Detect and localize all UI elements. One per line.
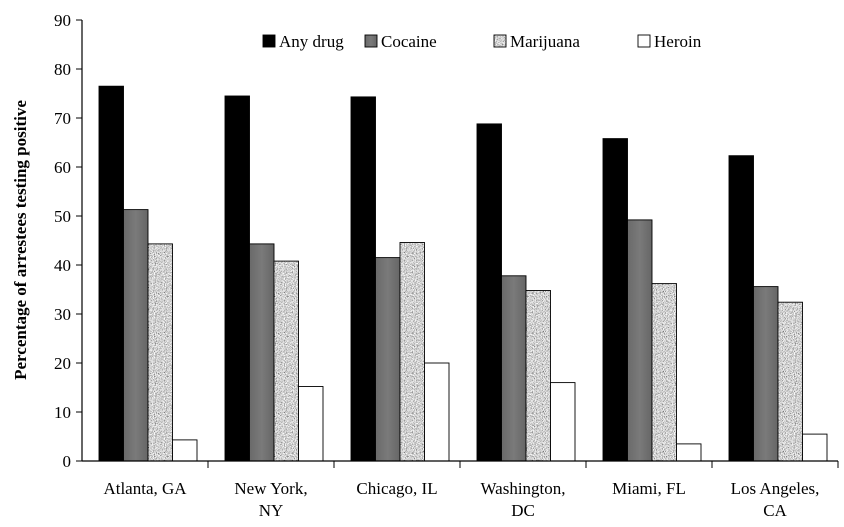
axes: [81, 20, 839, 468]
bar-heroin: [550, 382, 576, 462]
bar-cocaine: [627, 219, 653, 462]
bar-any-drug: [98, 85, 124, 462]
bar-marijuana: [147, 243, 173, 462]
y-tick-label: 60: [54, 158, 71, 177]
bar-marijuana: [525, 290, 551, 462]
bar-cocaine: [501, 275, 527, 462]
bar-marijuana: [273, 260, 299, 462]
bar-any-drug: [476, 123, 502, 462]
bar-marijuana: [651, 283, 677, 462]
legend-label: Cocaine: [381, 32, 437, 51]
y-tick-label: 30: [54, 305, 71, 324]
category-label: Atlanta, GA: [103, 479, 187, 498]
legend-swatch: [493, 34, 507, 48]
bar-cocaine: [249, 243, 275, 462]
legend: Any drug Cocaine Marijuana Heroin: [262, 32, 702, 51]
bar-heroin: [802, 433, 828, 462]
category-label: Chicago, IL: [356, 479, 437, 498]
legend-label: Marijuana: [510, 32, 580, 51]
bar-any-drug: [224, 95, 250, 462]
category-label: Miami, FL: [612, 479, 686, 498]
legend-label: Heroin: [654, 32, 702, 51]
bar-any-drug: [602, 138, 628, 462]
bar-cocaine: [123, 209, 149, 462]
bar-heroin: [172, 439, 198, 462]
y-tick-label: 80: [54, 60, 71, 79]
y-tick-label: 20: [54, 354, 71, 373]
y-tick-label: 50: [54, 207, 71, 226]
y-tick-label: 40: [54, 256, 71, 275]
bar-heroin: [676, 443, 702, 462]
x-axis-labels: Atlanta, GA New York, NY Chicago, IL Washing…: [103, 479, 819, 520]
y-tick-label: 70: [54, 109, 71, 128]
legend-swatch: [262, 34, 276, 48]
y-axis-label: Percentage of arrestees testing positive: [11, 100, 30, 380]
bar-any-drug: [728, 155, 754, 462]
bar-any-drug: [350, 96, 376, 462]
y-tick-label: 90: [54, 11, 71, 30]
y-tick-label: 10: [54, 403, 71, 422]
bar-cocaine: [375, 257, 401, 462]
bar-marijuana: [777, 301, 803, 462]
category-label: New York, NY: [234, 479, 307, 520]
bar-heroin: [424, 362, 450, 462]
legend-swatch: [637, 34, 651, 48]
category-label: Washington, DC: [480, 479, 565, 520]
category-label: Los Angeles, CA: [731, 479, 820, 520]
y-axis-ticks: 0 10 20 30 40 50 60 70 80 90: [54, 11, 82, 471]
legend-label: Any drug: [279, 32, 344, 51]
bar-cocaine: [753, 286, 779, 462]
y-tick-label: 0: [63, 452, 72, 471]
bars: [98, 85, 828, 462]
legend-swatch: [364, 34, 378, 48]
bar-marijuana: [399, 242, 425, 462]
bar-heroin: [298, 386, 324, 462]
